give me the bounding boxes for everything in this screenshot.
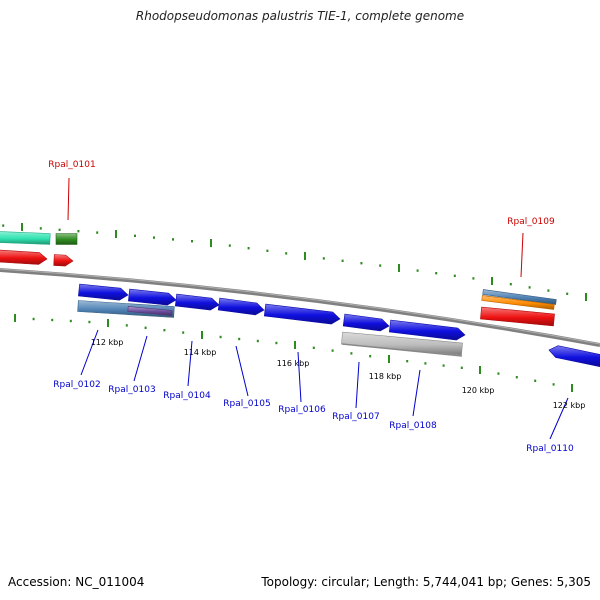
gene-label-minus: Rpal_0108 xyxy=(389,421,437,431)
gene-feature-gray-edge xyxy=(341,343,463,357)
gene-feature-red-small xyxy=(53,254,74,267)
gene-feature-blue xyxy=(217,297,265,316)
label-leader-line xyxy=(297,351,302,403)
gene-feature-red xyxy=(0,249,48,265)
label-leader-lines xyxy=(67,177,569,440)
gene-feature-purple xyxy=(127,306,173,316)
gene-label-minus: Rpal_0110 xyxy=(526,444,574,454)
genome-backbone xyxy=(0,268,600,347)
gene-label-minus: Rpal_0105 xyxy=(223,399,270,409)
label-leader-line xyxy=(80,329,99,376)
gene-label-plus: Rpal_0109 xyxy=(507,217,555,227)
label-leader-line xyxy=(235,345,249,397)
gene-feature-teal xyxy=(0,231,51,245)
genome-backbone-highlight xyxy=(0,268,600,345)
scale-label: 122 kbp xyxy=(553,401,586,410)
map-title: Rhodopseudomonas palustris TIE-1, comple… xyxy=(135,9,465,23)
gene-label-minus: Rpal_0102 xyxy=(53,380,100,390)
gene-feature-blue xyxy=(388,319,466,341)
tick-marks xyxy=(2,223,587,392)
gene-feature-red-0109 xyxy=(480,306,555,327)
accession-text: Accession: NC_011004 xyxy=(8,575,145,589)
scale-label: 112 kbp xyxy=(91,338,124,347)
label-leader-line xyxy=(355,361,360,409)
gene-label-plus: Rpal_0101 xyxy=(48,160,95,170)
gene-label-minus: Rpal_0106 xyxy=(278,405,326,415)
scale-label: 118 kbp xyxy=(369,372,402,381)
label-leader-line xyxy=(549,397,569,440)
gene-feature-green xyxy=(55,233,78,245)
label-leader-line xyxy=(187,340,193,387)
label-leader-line xyxy=(133,335,148,382)
scale-label: 114 kbp xyxy=(184,348,217,357)
gene-features xyxy=(0,231,600,368)
genome-stats-text: Topology: circular; Length: 5,744,041 bp… xyxy=(261,575,591,589)
scale-label: 116 kbp xyxy=(277,359,310,368)
gene-feature-blue xyxy=(342,313,390,332)
scale-label: 120 kbp xyxy=(462,386,495,395)
gene-feature-blue xyxy=(78,283,129,301)
label-leader-line xyxy=(412,369,421,417)
gene-label-minus: Rpal_0103 xyxy=(108,385,155,395)
label-leader-line xyxy=(67,177,70,221)
gene-feature-steel xyxy=(482,289,557,305)
gene-label-minus: Rpal_0107 xyxy=(332,412,379,422)
gene-feature-blue xyxy=(174,293,220,311)
map-labels: 112 kbp 114 kbp 116 kbp 118 kbp 120 kbp 122 k… xyxy=(48,160,585,454)
gene-feature-orange xyxy=(481,295,555,310)
gene-feature-blue xyxy=(128,288,177,306)
gene-feature-blue xyxy=(263,303,341,325)
gene-label-minus: Rpal_0104 xyxy=(163,391,211,401)
gene-feature-blue-0110 xyxy=(548,345,600,368)
label-leader-line xyxy=(520,232,524,278)
